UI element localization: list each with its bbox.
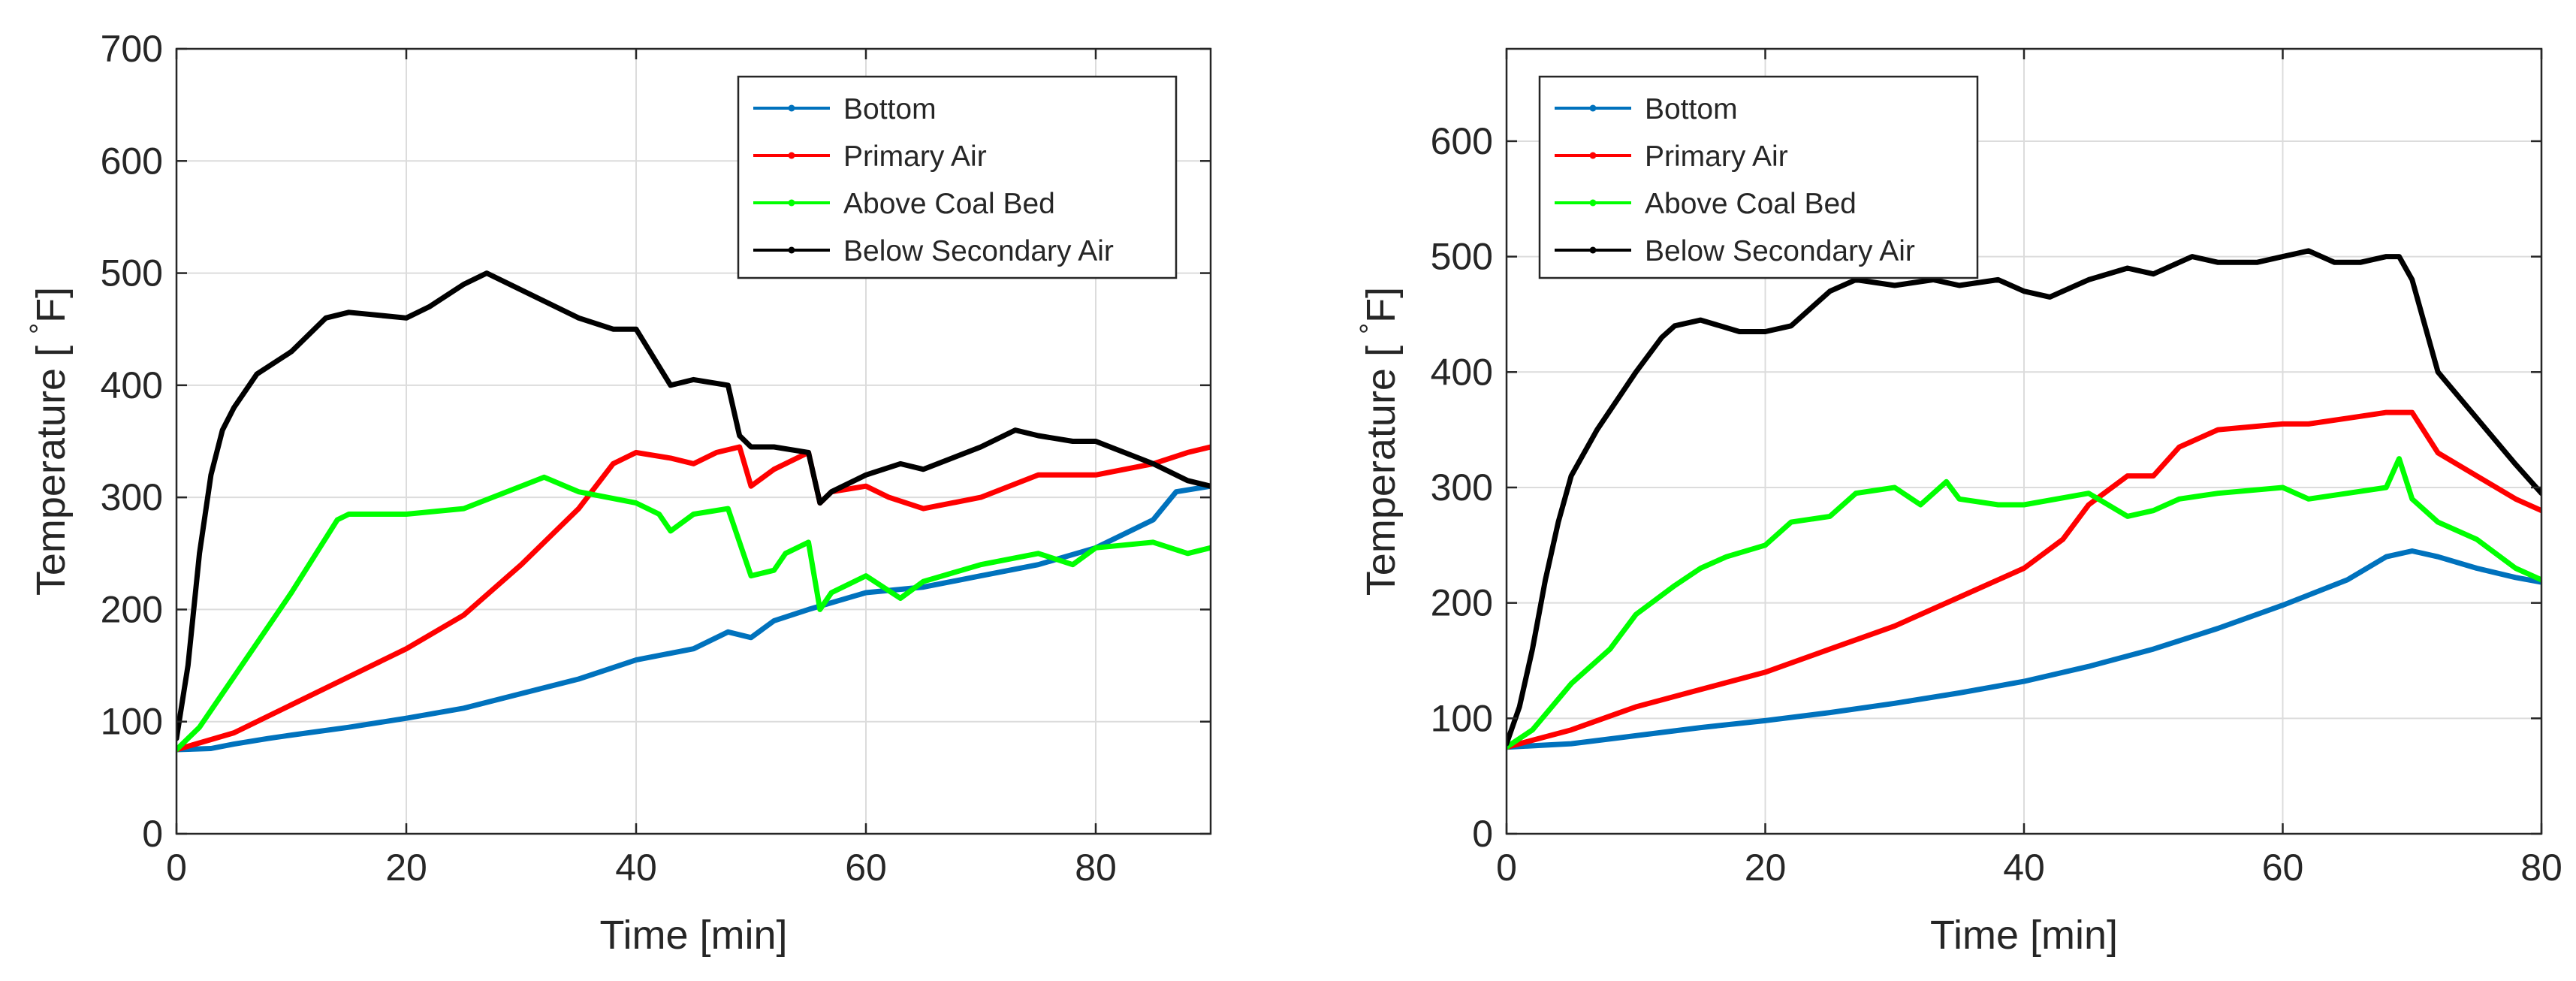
legend-label-below-secondary-air: Below Secondary Air [843,235,1114,267]
y-tick-label: 100 [1431,697,1493,739]
y-tick-label: 600 [101,140,163,182]
y-tick-label: 400 [101,364,163,406]
chart-left: 0 20 40 60 80 0 100 200 300 400 500 600 700 Time [min… [25,28,1212,958]
legend-label-primary-air: Primary Air [1645,140,1788,173]
y-tick-label: 600 [1431,120,1493,162]
legend-box [1538,75,1979,279]
legend-box [737,75,1178,279]
legend-label-primary-air: Primary Air [843,140,987,173]
x-tick-label: 20 [1745,847,1787,889]
x-tick-label: 0 [1496,847,1517,889]
x-tick-label: 0 [166,847,187,889]
y-tick-label: 500 [1431,236,1493,278]
legend-marker-bottom [1589,104,1597,112]
series-line-below-secondary-air [1507,248,2541,747]
legend: Bottom Primary Air Above Coal Bed Below Sec… [1538,75,1979,279]
y-tick-label: 0 [142,813,163,855]
series-line-above-coal-bed [176,474,1211,753]
y-tick-label: 200 [101,588,163,630]
series-group [176,270,1211,753]
series-line-primary-air [176,444,1211,753]
legend-label-below-secondary-air: Below Secondary Air [1645,235,1915,267]
legend-marker-above-coal-bed [788,199,795,207]
series-line-primary-air [1507,409,2541,750]
legend-label-above-coal-bed: Above Coal Bed [843,188,1055,220]
legend-marker-below-secondary-air [788,246,795,254]
y-tick-label: 300 [1431,466,1493,509]
axes-frame [175,47,1212,835]
series-line-below-secondary-air [176,270,1211,741]
x-tick-label: 80 [1075,847,1117,889]
legend-label-above-coal-bed: Above Coal Bed [1645,188,1857,220]
legend: Bottom Primary Air Above Coal Bed Below Sec… [737,75,1178,279]
x-tick-label: 40 [2003,847,2045,889]
x-axis-label: Time [min] [599,913,787,958]
x-tick-label: 60 [845,847,887,889]
series-line-above-coal-bed [1507,456,2541,750]
legend-marker-primary-air [1589,152,1597,159]
y-axis-label: Temperature [ °F] [1355,287,1404,596]
y-tick-label: 400 [1431,351,1493,393]
x-tick-label: 20 [385,847,427,889]
x-tick-label: 60 [2262,847,2304,889]
series-group [1507,248,2541,750]
y-tick-label: 500 [101,252,163,294]
legend-marker-bottom [788,104,795,112]
legend-label-bottom: Bottom [1645,93,1738,125]
series-line-bottom [176,483,1211,753]
x-axis-label: Time [min] [1930,913,2118,958]
legend-marker-primary-air [788,152,795,159]
legend-marker-above-coal-bed [1589,199,1597,207]
y-tick-label: 700 [101,28,163,70]
y-tick-label: 200 [1431,582,1493,624]
legend-label-bottom: Bottom [843,93,937,125]
legend-marker-below-secondary-air [1589,246,1597,254]
y-tick-label: 0 [1472,813,1493,855]
y-tick-label: 300 [101,476,163,518]
y-tick-label: 100 [101,701,163,743]
chart-right: 0 20 40 60 80 0 100 200 300 400 500 600 Time [min] Te… [1355,47,2562,958]
x-tick-label: 40 [615,847,657,889]
series-line-bottom [1507,548,2541,750]
y-axis-label: Temperature [ °F] [25,287,74,596]
x-tick-label: 80 [2520,847,2562,889]
